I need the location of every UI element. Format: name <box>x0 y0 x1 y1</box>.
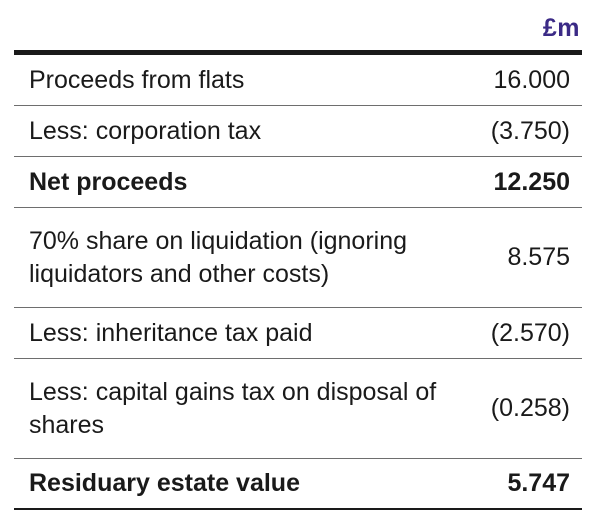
table-row-capital-gains-tax: Less: capital gains tax on disposal of s… <box>14 359 582 459</box>
row-label: Less: corporation tax <box>29 116 262 145</box>
row-value: (0.258) <box>490 394 570 422</box>
row-value: 16.000 <box>493 65 570 94</box>
row-value: (2.570) <box>490 318 570 347</box>
row-label: Less: inheritance tax paid <box>29 318 313 347</box>
row-label: Less: capital gains tax on disposal of s… <box>29 377 437 439</box>
table-row-liquidation-share: 70% share on liquidation (ignoring liqui… <box>14 208 582 308</box>
row-label: Residuary estate value <box>29 469 300 497</box>
estate-value-table: £m Proceeds from flats 16.000 Less: corp… <box>14 0 582 510</box>
unit-column-header: £m <box>542 14 580 42</box>
table-header: £m <box>14 8 582 50</box>
table-row-net-proceeds: Net proceeds 12.250 <box>14 157 582 208</box>
table-row-residuary-estate: Residuary estate value 5.747 <box>14 459 582 510</box>
row-value: (3.750) <box>490 116 570 145</box>
row-value: 8.575 <box>507 243 570 271</box>
row-label: 70% share on liquidation (ignoring liqui… <box>29 226 408 288</box>
table-row-proceeds-from-flats: Proceeds from flats 16.000 <box>14 55 582 106</box>
row-value: 5.747 <box>507 469 570 497</box>
table-row-corporation-tax: Less: corporation tax (3.750) <box>14 106 582 157</box>
table-row-inheritance-tax: Less: inheritance tax paid (2.570) <box>14 308 582 359</box>
row-value: 12.250 <box>493 167 570 196</box>
row-label: Proceeds from flats <box>29 65 245 94</box>
row-label: Net proceeds <box>29 167 188 196</box>
header-divider <box>14 50 582 55</box>
